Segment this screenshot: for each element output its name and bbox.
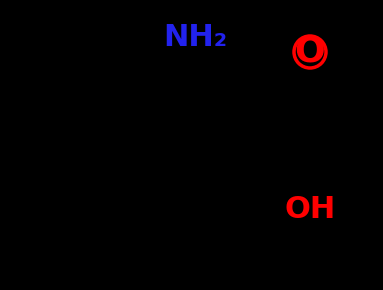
Text: OH: OH	[284, 195, 336, 224]
Text: O: O	[295, 35, 326, 69]
Text: NH₂: NH₂	[163, 23, 227, 52]
